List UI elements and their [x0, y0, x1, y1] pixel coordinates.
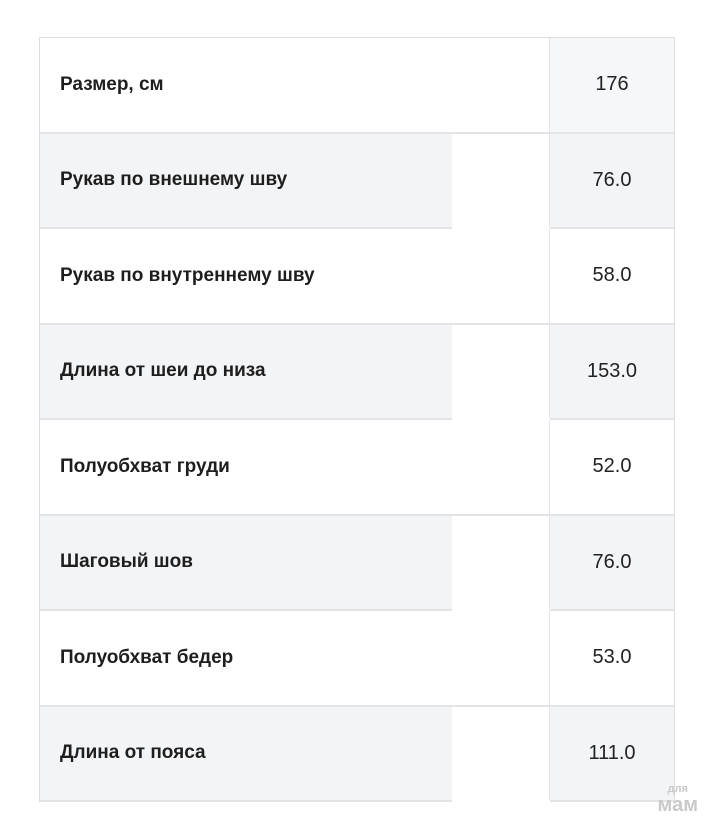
row-label: Рукав по внешнему шву — [60, 169, 288, 191]
redaction-strip — [452, 133, 550, 229]
column-divider — [549, 706, 550, 800]
row-value: 176 — [595, 73, 629, 96]
row-label: Рукав по внутреннему шву — [60, 264, 315, 286]
row-value: 53.0 — [592, 646, 632, 669]
table-row: Полуобхват груди 52.0 — [40, 420, 674, 516]
watermark-small: для — [667, 783, 688, 795]
row-value: 76.0 — [592, 550, 632, 573]
row-label: Полуобхват бедер — [60, 646, 234, 668]
column-divider — [549, 324, 550, 418]
row-label: Полуобхват груди — [60, 455, 230, 477]
redaction-strip — [452, 324, 550, 420]
watermark-big: мам — [657, 794, 698, 816]
value-cell-bg — [550, 38, 674, 132]
redaction-strip — [452, 515, 550, 611]
row-label: Длина от пояса — [60, 742, 206, 764]
row-value: 76.0 — [592, 168, 632, 191]
column-divider — [549, 38, 550, 132]
redaction-strip — [452, 706, 550, 802]
table-row: Длина от шеи до низа 153.0 — [40, 324, 674, 420]
table-row: Длина от пояса 111.0 — [40, 706, 674, 802]
table-row: Рукав по внешнему шву 76.0 — [40, 133, 674, 229]
column-divider — [549, 133, 550, 227]
row-label: Длина от шеи до низа — [60, 360, 266, 382]
table-row: Размер, см 176 — [40, 38, 674, 134]
row-value: 58.0 — [592, 264, 632, 287]
column-divider — [549, 611, 550, 705]
row-label: Шаговый шов — [60, 551, 193, 573]
row-label: Размер, см — [60, 73, 164, 95]
column-divider — [549, 515, 550, 609]
row-value: 153.0 — [586, 359, 638, 382]
column-divider — [549, 229, 550, 323]
watermark-logo: для мам — [657, 783, 698, 816]
row-value: 111.0 — [588, 741, 636, 764]
row-value: 52.0 — [592, 455, 632, 478]
column-divider — [549, 420, 550, 514]
size-table: Размер, см 176 Рукав по внешнему шву 76.0 Ру… — [39, 37, 675, 802]
table-row: Шаговый шов 76.0 — [40, 515, 674, 611]
table-row: Рукав по внутреннему шву 58.0 — [40, 229, 674, 325]
table-row: Полуобхват бедер 53.0 — [40, 611, 674, 707]
